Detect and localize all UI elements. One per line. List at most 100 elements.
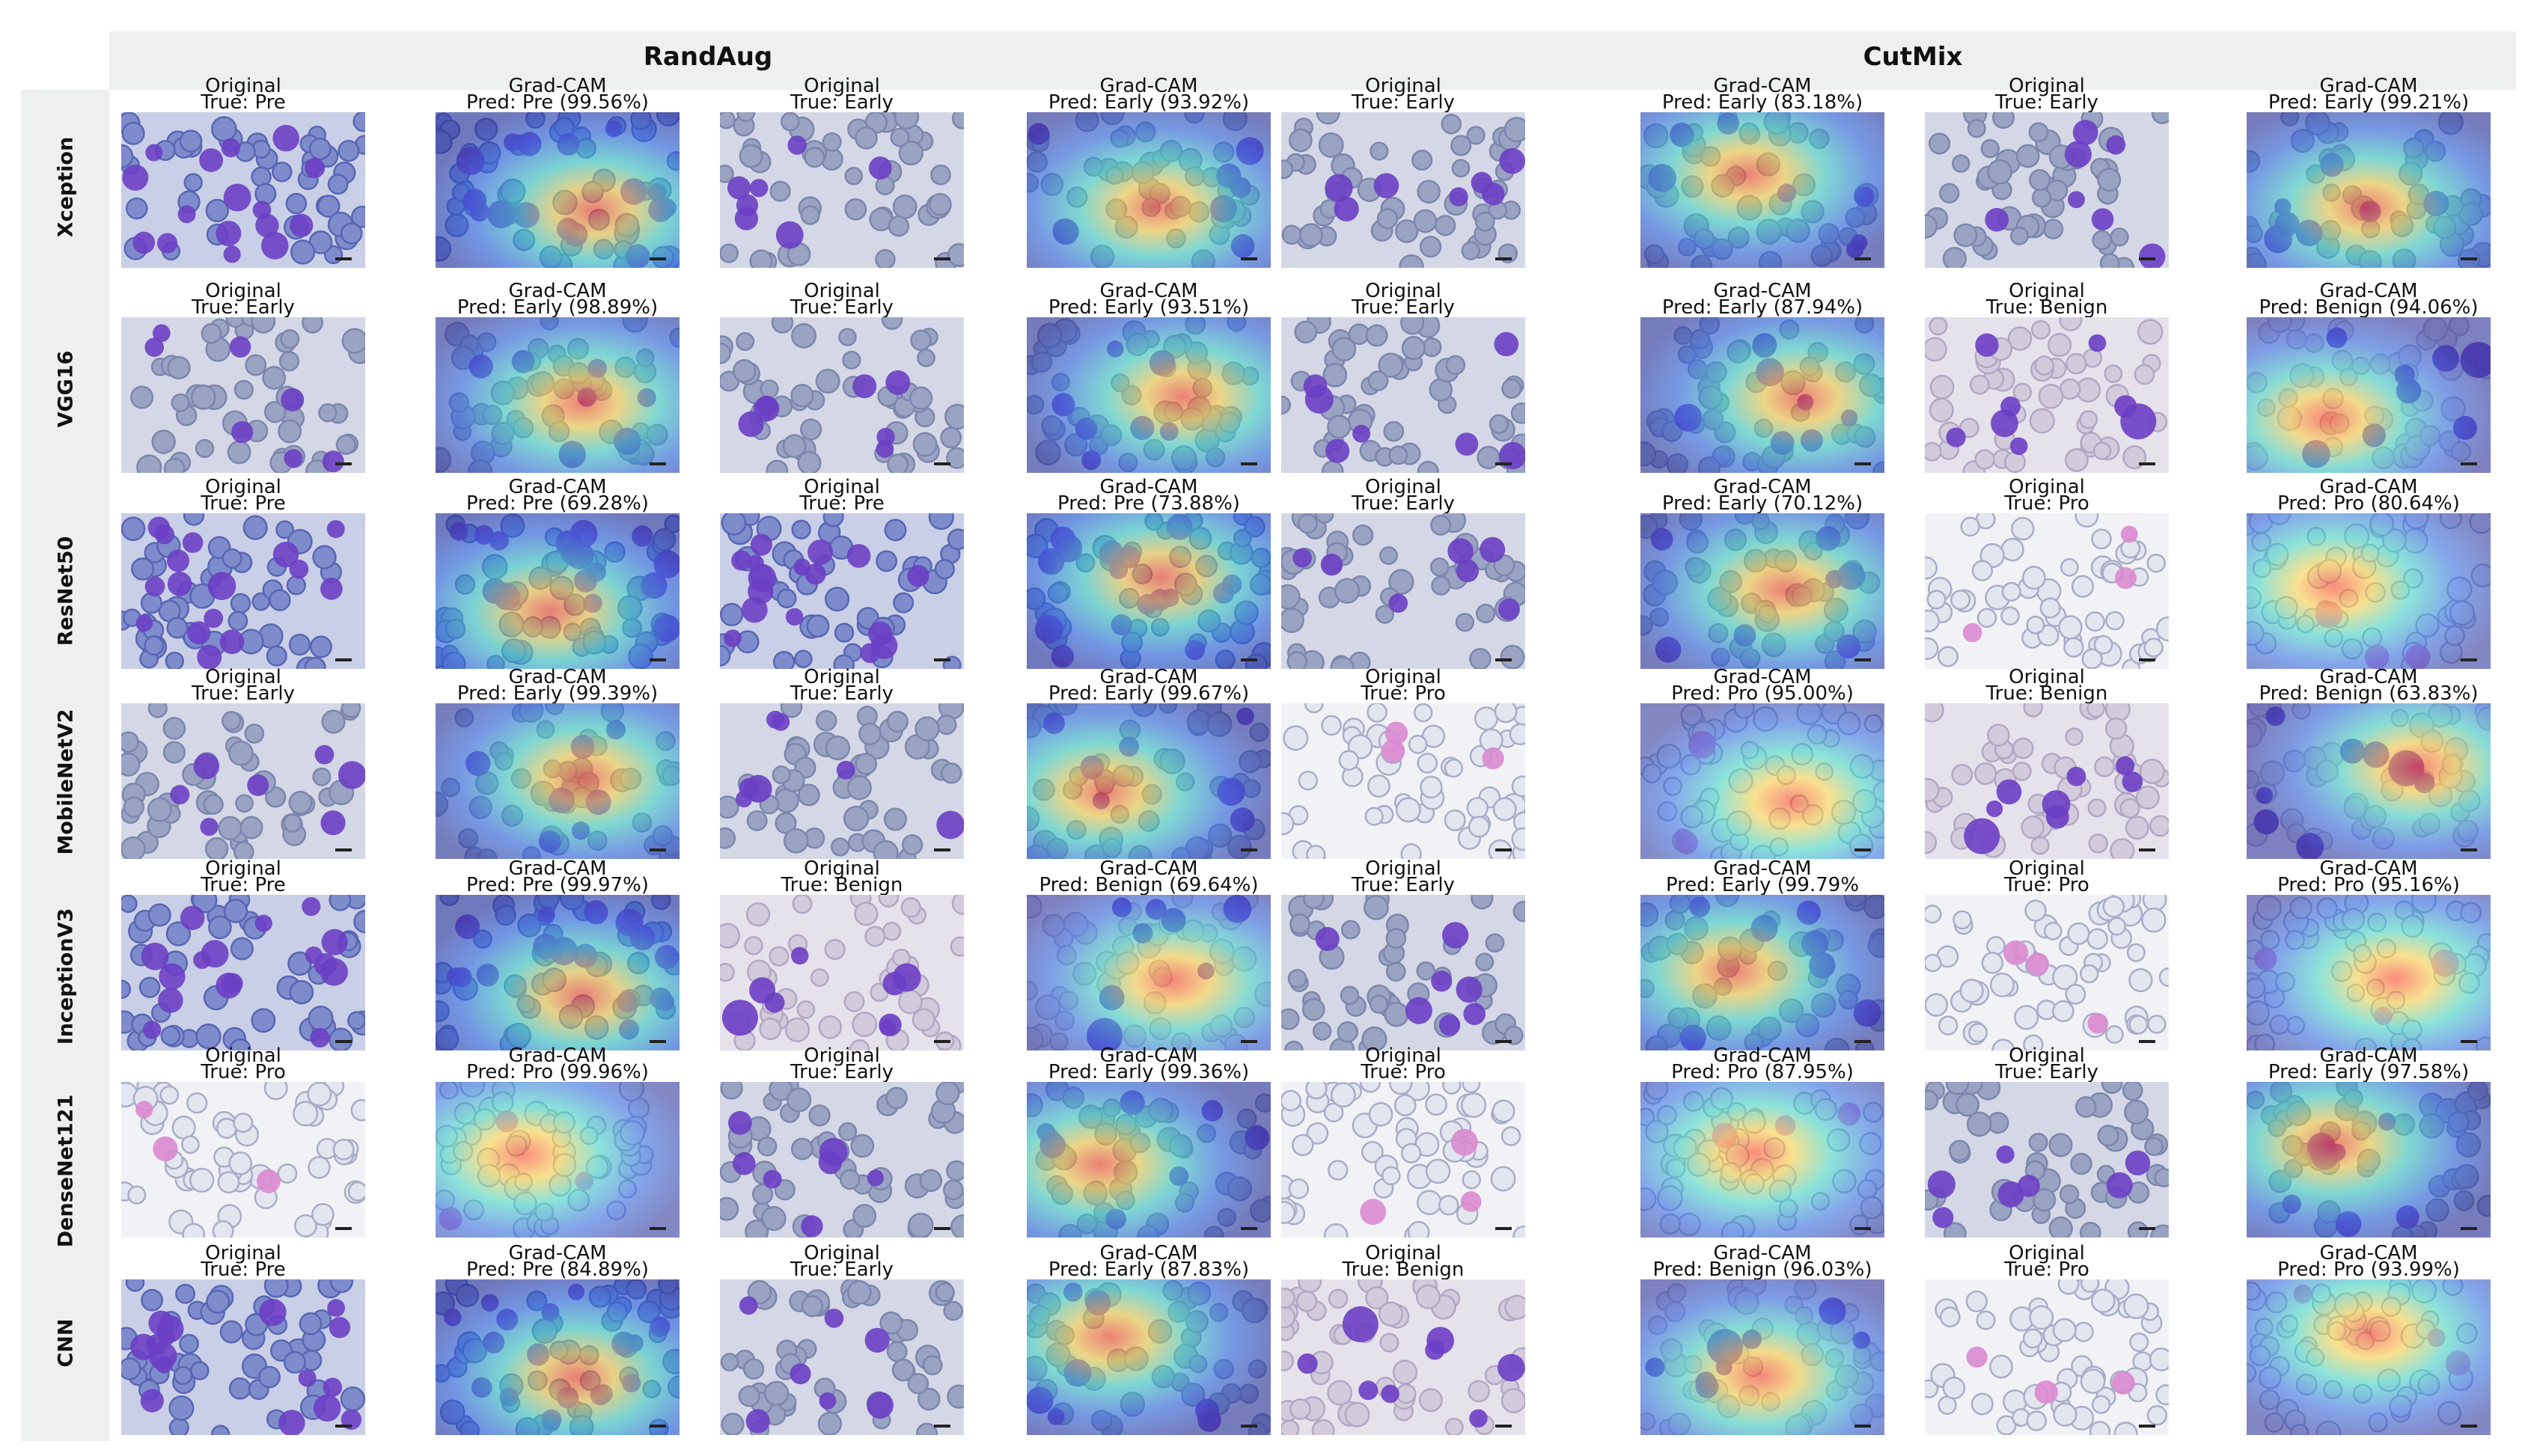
original-image-cell: Original True: Benign: [711, 857, 973, 1055]
gradcam-label: Grad-CAM: [508, 1242, 607, 1264]
true-class-label: True: Early: [1995, 1061, 2098, 1083]
blood-smear-image: [1281, 1082, 1525, 1238]
prediction-label: Pred: Pre (73.88%): [1057, 492, 1240, 515]
gradcam-heatmap-image: [1640, 703, 1884, 859]
gradcam-label: Grad-CAM: [1099, 1044, 1198, 1067]
gradcam-image-cell: Grad-CAM Pred: Early (99.36%): [1018, 1044, 1280, 1242]
original-label: Original: [1365, 1044, 1441, 1067]
cell-caption: Grad-CAM Pred: Benign (63.83%): [2238, 667, 2500, 703]
true-class-label: True: Benign: [1985, 296, 2108, 319]
cell-caption: Original True: Early: [112, 281, 374, 317]
cell-caption: Original True: Early: [112, 667, 374, 703]
gradcam-label: Grad-CAM: [508, 476, 607, 498]
original-label: Original: [1365, 857, 1441, 880]
gradcam-image-cell: Grad-CAM Pred: Benign (96.03%): [1631, 1244, 1893, 1440]
gradcam-label: Grad-CAM: [2319, 280, 2418, 302]
cell-caption: Grad-CAM Pred: Benign (94.06%): [2238, 280, 2500, 317]
cell-caption: Original True: Benign: [1272, 1244, 1534, 1279]
gradcam-label: Grad-CAM: [1713, 1044, 1812, 1067]
prediction-label: Pred: Pre (84.89%): [466, 1258, 649, 1281]
cell-caption: Original True: Pro: [1916, 476, 2178, 515]
original-label: Original: [804, 666, 880, 688]
original-image-cell: Original True: Early: [112, 281, 374, 477]
true-class-label: True: Early: [1352, 91, 1455, 114]
prediction-label: Pred: Pro (87.95%): [1671, 1061, 1854, 1083]
gradcam-label: Grad-CAM: [1713, 75, 1812, 97]
row-label-text: Xception: [54, 136, 78, 238]
gradcam-heatmap-image: [1027, 317, 1271, 473]
prediction-label: Pred: Pro (95.00%): [1671, 682, 1854, 705]
cell-caption: Original True: Early: [1916, 75, 2178, 112]
original-image-cell: Original True: Early: [1916, 1046, 2178, 1242]
gradcam-heatmap-image: [1027, 703, 1271, 859]
gradcam-heatmap-image: [1640, 1082, 1884, 1238]
original-image-cell: Original True: Early: [711, 281, 973, 477]
cell-caption: Original True: Pre: [112, 477, 374, 513]
blood-smear-image: [121, 895, 365, 1050]
cell-caption: Grad-CAM Pred: Early (93.51%): [1018, 281, 1280, 317]
original-label: Original: [2009, 476, 2085, 498]
prediction-label: Pred: Early (97.58%): [2268, 1061, 2470, 1083]
original-image-cell: Original True: Pre: [112, 859, 374, 1055]
cell-caption: Original True: Pre: [711, 477, 973, 513]
gradcam-image-cell: Grad-CAM Pred: Pro (87.95%): [1631, 1044, 1893, 1242]
gradcam-label: Grad-CAM: [1713, 476, 1812, 498]
row-label-text: DenseNet121: [54, 1094, 78, 1248]
gradcam-label: Grad-CAM: [508, 666, 607, 688]
gradcam-image-cell: Grad-CAM Pred: Early (93.92%): [1018, 76, 1280, 272]
cell-caption: Grad-CAM Pred: Early (83.18%): [1631, 75, 1893, 112]
true-class-label: True: Benign: [1985, 682, 2108, 705]
randaug-header: RandAug: [643, 42, 773, 72]
cell-caption: Original True: Early: [711, 281, 973, 317]
cell-caption: Grad-CAM Pred: Benign (96.03%): [1631, 1244, 1893, 1279]
cell-caption: Grad-CAM Pred: Pro (95.00%): [1631, 667, 1893, 705]
gradcam-heatmap-image: [436, 317, 680, 473]
original-label: Original: [804, 857, 880, 880]
gradcam-heatmap-image: [436, 513, 680, 669]
gradcam-heatmap-image: [436, 112, 680, 268]
original-image-cell: Original True: Benign: [1272, 1244, 1534, 1440]
original-label: Original: [2009, 75, 2085, 97]
gradcam-label: Grad-CAM: [1099, 857, 1198, 880]
cell-caption: Original True: Early: [711, 1244, 973, 1279]
gradcam-image-cell: Grad-CAM Pred: Pro (80.64%): [2238, 477, 2500, 673]
gradcam-label: Grad-CAM: [1099, 476, 1198, 498]
cell-caption: Original True: Pro: [1916, 857, 2178, 895]
true-class-label: True: Pro: [2004, 492, 2089, 515]
original-label: Original: [1365, 476, 1441, 498]
true-class-label: True: Pro: [201, 1061, 286, 1083]
prediction-label: Pred: Early (70.12%): [1661, 492, 1863, 515]
row-label-text: VGG16: [54, 350, 78, 428]
original-label: Original: [205, 1044, 281, 1067]
cell-caption: Original True: Early: [1916, 1046, 2178, 1083]
cell-caption: Grad-CAM Pred: Early (99.39%): [427, 666, 689, 703]
gradcam-image-cell: Grad-CAM Pred: Early (99.79%: [1631, 859, 1893, 1055]
gradcam-image-cell: Grad-CAM Pred: Benign (69.64%): [1018, 857, 1280, 1055]
cell-caption: Original True: Pro: [1272, 1044, 1534, 1082]
gradcam-label: Grad-CAM: [508, 75, 607, 97]
original-label: Original: [2009, 857, 2085, 880]
gradcam-heatmap-image: [1027, 513, 1271, 669]
cell-caption: Original True: Pre: [112, 76, 374, 112]
blood-smear-image: [720, 513, 964, 669]
blood-smear-image: [1925, 703, 2169, 859]
gradcam-image-cell: Grad-CAM Pred: Pre (99.56%): [427, 75, 689, 272]
gradcam-heatmap-image: [2247, 1082, 2491, 1238]
cell-caption: Grad-CAM Pred: Benign (69.64%): [1018, 857, 1280, 895]
cell-caption: Grad-CAM Pred: Pre (99.97%): [427, 859, 689, 895]
gradcam-image-cell: Grad-CAM Pred: Early (97.58%): [2238, 1046, 2500, 1242]
true-class-label: True: Pro: [2004, 1258, 2089, 1281]
original-image-cell: Original True: Early: [1272, 476, 1534, 673]
blood-smear-image: [1925, 1082, 2169, 1238]
blood-smear-image: [1925, 513, 2169, 669]
cell-caption: Grad-CAM Pred: Early (87.94%): [1631, 281, 1893, 317]
prediction-label: Pred: Pre (99.56%): [466, 91, 649, 114]
cell-caption: Grad-CAM Pred: Pro (80.64%): [2238, 477, 2500, 513]
blood-smear-image: [720, 112, 964, 268]
gradcam-heatmap-image: [436, 1279, 680, 1435]
cell-caption: Grad-CAM Pred: Pre (99.56%): [427, 75, 689, 114]
original-image-cell: Original True: Pre: [112, 76, 374, 272]
original-label: Original: [1365, 75, 1441, 97]
cutmix-header: CutMix: [1863, 42, 1963, 72]
original-label: Original: [2009, 666, 2085, 688]
